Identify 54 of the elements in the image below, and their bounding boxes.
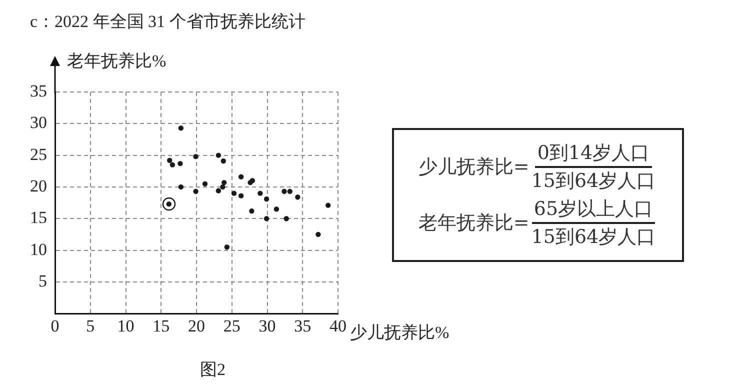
text: 15到64岁人口 <box>530 225 657 250</box>
y-tick-label: 5 <box>38 271 47 290</box>
point <box>238 174 244 180</box>
point <box>178 125 184 131</box>
point <box>295 194 300 200</box>
point <box>249 208 254 214</box>
point <box>193 154 198 160</box>
y-tick-label: 30 <box>30 113 47 132</box>
point <box>216 152 222 158</box>
x-tick-label: 20 <box>188 316 205 336</box>
y-axis-title: 老年抚养比% <box>67 51 166 70</box>
text: 65岁以上人口 <box>532 196 656 224</box>
point <box>325 202 331 208</box>
point <box>221 180 227 186</box>
x-tick-label: 30 <box>258 316 276 336</box>
point <box>170 162 176 168</box>
point <box>238 193 244 198</box>
y-tick-label: 20 <box>30 176 47 196</box>
x-tick-label: 15 <box>152 316 170 336</box>
y-tick-label: 25 <box>30 144 47 164</box>
point <box>202 181 208 186</box>
point <box>284 216 289 222</box>
y-tick-label: 15 <box>30 208 47 228</box>
point <box>167 158 172 163</box>
x-tick-label: 5 <box>86 316 95 336</box>
point <box>216 188 222 194</box>
x-tick-label: 10 <box>117 316 134 336</box>
point <box>178 160 183 166</box>
text: 0到14岁人口 <box>535 140 652 168</box>
text: 15到64岁人口 <box>530 169 657 194</box>
x-tick-label: 35 <box>294 316 312 336</box>
point <box>220 158 226 164</box>
point <box>224 244 230 250</box>
point <box>316 232 321 238</box>
y-tick-label: 10 <box>30 240 47 259</box>
point <box>287 188 292 194</box>
caption: 图2 <box>200 359 226 381</box>
x-tick-label: 40 <box>330 316 346 336</box>
point <box>264 216 270 222</box>
point <box>264 196 270 202</box>
x-tick-label: 25 <box>223 316 240 336</box>
x-axis-title: 少儿抚养比% <box>350 323 450 342</box>
point <box>282 188 287 194</box>
point <box>231 190 237 196</box>
point <box>193 188 198 194</box>
point <box>220 184 226 190</box>
x-tick-label: 0 <box>50 316 60 336</box>
chart-title: c：2022 年全国 31 个省市抚养比统计 <box>30 11 306 33</box>
point <box>178 184 184 190</box>
y-tick-label: 35 <box>30 81 47 100</box>
point <box>258 190 263 196</box>
text: 少儿抚养比= <box>418 155 530 180</box>
text: 老年抚养比= <box>418 211 530 236</box>
point <box>274 206 280 212</box>
